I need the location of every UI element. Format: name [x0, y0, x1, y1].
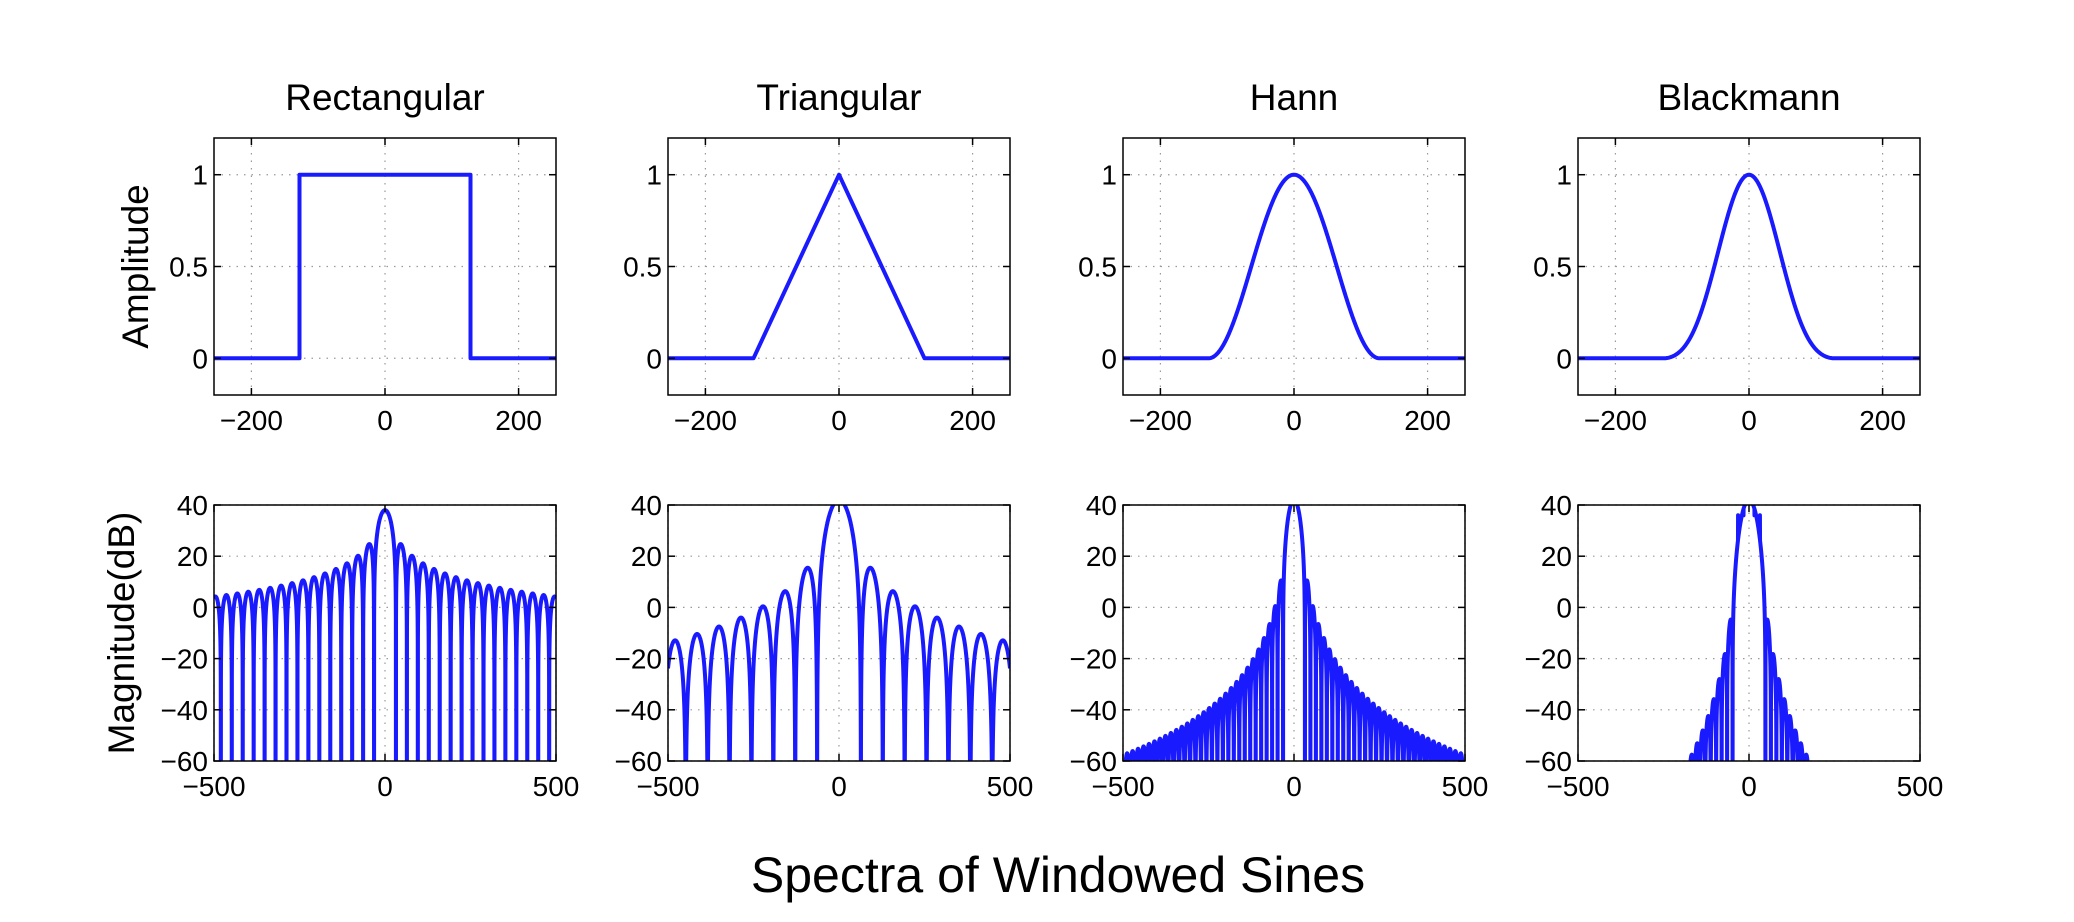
x-tick-label-rect-time-1: 0 [377, 405, 393, 436]
y-tick-label-rect-time-2: 1 [192, 160, 208, 191]
y-tick-label-hann-time-0: 0 [1101, 343, 1117, 374]
y-tick-label-rect-freq-2: −20 [161, 644, 209, 675]
y-tick-label-tri-freq-4: 20 [631, 541, 662, 572]
y-tick-label-rect-time-0: 0 [192, 343, 208, 374]
y-tick-label-rect-freq-5: 40 [177, 490, 208, 521]
x-tick-label-tri-freq-0: −500 [636, 771, 699, 802]
y-tick-label-rect-freq-4: 20 [177, 541, 208, 572]
x-tick-label-tri-freq-1: 0 [831, 771, 847, 802]
y-tick-label-tri-freq-1: −40 [615, 695, 663, 726]
x-tick-label-hann-time-1: 0 [1286, 405, 1302, 436]
x-tick-label-rect-time-0: −200 [220, 405, 283, 436]
y-tick-label-rect-freq-0: −60 [161, 746, 209, 777]
y-tick-label-black-freq-0: −60 [1525, 746, 1573, 777]
x-tick-label-hann-freq-1: 0 [1286, 771, 1302, 802]
figure-caption: Spectra of Windowed Sines [751, 847, 1365, 903]
y-tick-label-black-freq-5: 40 [1541, 490, 1572, 521]
x-tick-label-tri-time-1: 0 [831, 405, 847, 436]
y-tick-label-hann-time-2: 1 [1101, 160, 1117, 191]
y-tick-label-black-freq-1: −40 [1525, 695, 1573, 726]
x-tick-label-rect-time-2: 200 [495, 405, 542, 436]
y-tick-label-hann-freq-2: −20 [1070, 644, 1118, 675]
y-tick-label-hann-time-1: 0.5 [1078, 252, 1117, 283]
chart-title-black-time: Blackmann [1657, 77, 1840, 118]
y-tick-label-tri-time-1: 0.5 [623, 252, 662, 283]
y-tick-label-hann-freq-5: 40 [1086, 490, 1117, 521]
panel-hann-freq: −500 0 500 −60 −40 −20 0 20 40 [1070, 490, 1489, 802]
panel-black-time: −200 0 200 0 0.5 1 Blackmann [1533, 77, 1921, 436]
x-tick-label-black-time-0: −200 [1584, 405, 1647, 436]
x-tick-label-tri-time-0: −200 [674, 405, 737, 436]
y-tick-label-hann-freq-0: −60 [1070, 746, 1118, 777]
series-line-rect-time [214, 172, 556, 361]
y-axis-label-rect-time: Amplitude [115, 184, 156, 349]
y-tick-label-tri-freq-2: −20 [615, 644, 663, 675]
x-tick-label-rect-freq-0: −500 [182, 771, 245, 802]
x-tick-label-hann-time-0: −200 [1129, 405, 1192, 436]
x-tick-label-black-freq-1: 0 [1741, 771, 1757, 802]
y-tick-label-tri-time-0: 0 [646, 343, 662, 374]
panel-rect-freq: −500 0 500 −60 −40 −20 0 20 40 Magnitude(dB) [101, 490, 580, 802]
grid-hann-freq [1122, 504, 1466, 762]
grid-black-freq [1577, 504, 1921, 762]
chart-title-rect-time: Rectangular [285, 77, 485, 118]
y-tick-label-black-freq-2: −20 [1525, 644, 1573, 675]
panel-tri-freq: −500 0 500 −60 −40 −20 0 20 40 [615, 490, 1034, 802]
x-tick-label-hann-freq-0: −500 [1091, 771, 1154, 802]
series-line-tri-freq [668, 505, 1010, 761]
series-line-black-time [1578, 172, 1920, 361]
panel-hann-time: −200 0 200 0 0.5 1 Hann [1078, 77, 1466, 436]
y-tick-label-black-time-1: 0.5 [1533, 252, 1572, 283]
panel-rect-time: −200 0 200 0 0.5 1 Rectangular Amplitude [115, 77, 557, 436]
y-tick-label-black-freq-4: 20 [1541, 541, 1572, 572]
y-tick-label-hann-freq-1: −40 [1070, 695, 1118, 726]
chart-title-tri-time: Triangular [756, 77, 921, 118]
y-tick-label-black-time-0: 0 [1556, 343, 1572, 374]
y-tick-label-tri-freq-3: 0 [646, 592, 662, 623]
x-tick-label-rect-freq-1: 0 [377, 771, 393, 802]
series-line-hann-time [1123, 172, 1465, 361]
grid-tri-freq [667, 504, 1011, 762]
y-tick-label-rect-time-1: 0.5 [169, 252, 208, 283]
y-tick-label-tri-time-2: 1 [646, 160, 662, 191]
y-tick-label-hann-freq-3: 0 [1101, 592, 1117, 623]
x-tick-label-hann-freq-2: 500 [1442, 771, 1489, 802]
panel-tri-time: −200 0 200 0 0.5 1 Triangular [623, 77, 1011, 436]
x-tick-label-tri-time-2: 200 [949, 405, 996, 436]
x-tick-label-black-time-1: 0 [1741, 405, 1757, 436]
x-tick-label-tri-freq-2: 500 [987, 771, 1034, 802]
x-tick-label-black-freq-2: 500 [1897, 771, 1944, 802]
series-line-hann-freq [1123, 505, 1465, 761]
y-axis-label-rect-freq: Magnitude(dB) [101, 512, 142, 755]
y-tick-label-black-time-2: 1 [1556, 160, 1572, 191]
panel-black-freq: −500 0 500 −60 −40 −20 0 20 40 [1525, 490, 1944, 802]
y-tick-label-rect-freq-1: −40 [161, 695, 209, 726]
y-tick-label-rect-freq-3: 0 [192, 592, 208, 623]
y-tick-label-hann-freq-4: 20 [1086, 541, 1117, 572]
y-tick-label-black-freq-3: 0 [1556, 592, 1572, 623]
y-tick-label-tri-freq-0: −60 [615, 746, 663, 777]
series-line-tri-time [668, 172, 1010, 361]
x-tick-label-hann-time-2: 200 [1404, 405, 1451, 436]
x-tick-label-black-time-2: 200 [1859, 405, 1906, 436]
y-tick-label-tri-freq-5: 40 [631, 490, 662, 521]
chart-title-hann-time: Hann [1250, 77, 1338, 118]
x-tick-label-black-freq-0: −500 [1546, 771, 1609, 802]
x-tick-label-rect-freq-2: 500 [533, 771, 580, 802]
